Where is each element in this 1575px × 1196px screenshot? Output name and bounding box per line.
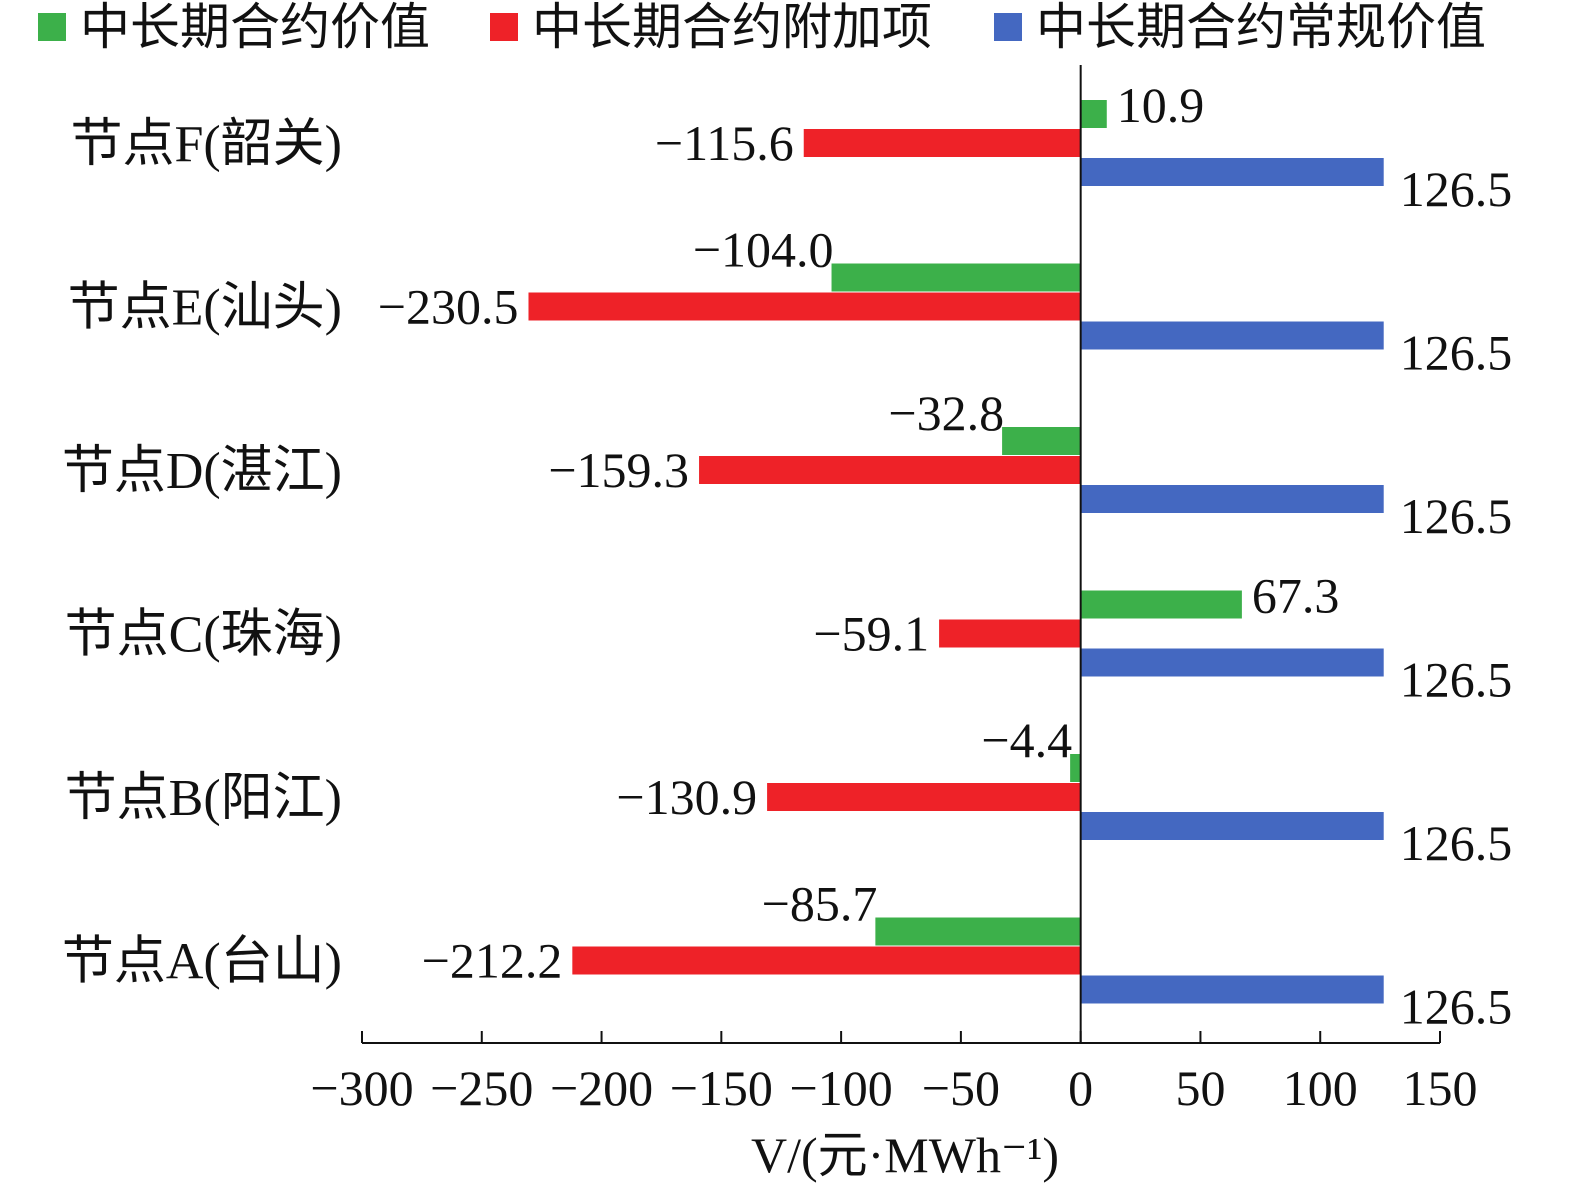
bar-s2-c1 bbox=[1080, 321, 1384, 350]
legend-swatch-0 bbox=[38, 13, 66, 41]
category-label-5: 节点A(台山) bbox=[62, 934, 342, 991]
x-tick-label-4: −100 bbox=[790, 1060, 893, 1116]
value-label-s0-c1: −104.0 bbox=[693, 222, 834, 278]
value-label-s1-c3: −59.1 bbox=[813, 606, 929, 662]
bars bbox=[528, 100, 1384, 1004]
bar-s0-c3 bbox=[1080, 590, 1242, 619]
bar-s1-c0 bbox=[803, 129, 1081, 157]
bar-s2-c4 bbox=[1080, 812, 1384, 840]
legend-label-2: 中长期合约常规价值 bbox=[1036, 0, 1486, 55]
value-label-s2-c2: 126.5 bbox=[1400, 488, 1513, 544]
legend-swatch-1 bbox=[490, 13, 518, 41]
bar-s2-c5 bbox=[1080, 975, 1384, 1004]
category-label-0: 节点F(韶关) bbox=[70, 116, 342, 173]
category-label-2: 节点D(湛江) bbox=[62, 443, 342, 500]
category-label-1: 节点E(汕头) bbox=[68, 280, 342, 337]
value-label-s2-c3: 126.5 bbox=[1400, 652, 1513, 708]
value-label-s1-c5: −212.2 bbox=[422, 933, 563, 989]
bar-s0-c2 bbox=[1002, 427, 1081, 455]
legend-swatch-2 bbox=[994, 13, 1022, 41]
category-label-3: 节点C(珠海) bbox=[65, 607, 342, 664]
bar-s0-c4 bbox=[1070, 754, 1081, 782]
value-label-s2-c0: 126.5 bbox=[1400, 161, 1513, 217]
x-ticks: −300 −250 −200 −150 −100 −50 0 50 100 150 bbox=[310, 1031, 1478, 1116]
value-label-s0-c0: 10.9 bbox=[1117, 77, 1205, 133]
legend-label-1: 中长期合约附加项 bbox=[532, 0, 932, 55]
x-axis-title: V/(元·MWh⁻¹) bbox=[751, 1127, 1059, 1183]
legend-label-0: 中长期合约价值 bbox=[80, 0, 430, 55]
x-tick-label-0: −300 bbox=[310, 1060, 413, 1116]
category-label-4: 节点B(阳江) bbox=[65, 770, 342, 827]
value-label-s0-c2: −32.8 bbox=[888, 385, 1004, 441]
bar-s1-c5 bbox=[572, 946, 1081, 975]
value-label-s2-c4: 126.5 bbox=[1400, 815, 1513, 871]
value-label-s0-c3: 67.3 bbox=[1252, 568, 1340, 624]
x-tick-label-6: 0 bbox=[1068, 1060, 1093, 1116]
x-tick-label-1: −250 bbox=[430, 1060, 533, 1116]
bar-s0-c0 bbox=[1080, 100, 1107, 128]
value-labels: 10.9 −104.0 −32.8 67.3 −4.4 −85.7 −115.6 −230.5… bbox=[378, 77, 1512, 1035]
x-tick-label-2: −200 bbox=[550, 1060, 653, 1116]
bar-s1-c1 bbox=[528, 292, 1081, 321]
bar-s2-c0 bbox=[1080, 158, 1384, 186]
value-label-s1-c4: −130.9 bbox=[616, 769, 757, 825]
x-tick-label-8: 100 bbox=[1283, 1060, 1358, 1116]
x-tick-label-5: −50 bbox=[922, 1060, 1000, 1116]
value-label-s0-c5: −85.7 bbox=[762, 876, 878, 932]
bar-s0-c5 bbox=[875, 917, 1081, 946]
value-label-s0-c4: −4.4 bbox=[981, 712, 1072, 768]
value-label-s2-c1: 126.5 bbox=[1400, 325, 1513, 381]
bar-s2-c2 bbox=[1080, 485, 1384, 513]
value-label-s1-c0: −115.6 bbox=[655, 115, 794, 171]
bar-s1-c4 bbox=[767, 783, 1081, 811]
bar-s0-c1 bbox=[831, 263, 1081, 292]
axes bbox=[362, 65, 1440, 1044]
bar-s2-c3 bbox=[1080, 648, 1384, 677]
category-labels: 节点F(韶关) 节点E(汕头) 节点D(湛江) 节点C(珠海) 节点B(阳江) 节点A(台… bbox=[62, 116, 342, 991]
x-tick-label-9: 150 bbox=[1403, 1060, 1478, 1116]
x-tick-label-3: −150 bbox=[670, 1060, 773, 1116]
value-label-s1-c1: −230.5 bbox=[378, 279, 519, 335]
value-label-s1-c2: −159.3 bbox=[548, 442, 689, 498]
x-tick-label-7: 50 bbox=[1175, 1060, 1225, 1116]
bar-s1-c3 bbox=[939, 619, 1081, 648]
bar-s1-c2 bbox=[699, 456, 1081, 484]
legend: 中长期合约价值 中长期合约附加项 中长期合约常规价值 bbox=[38, 0, 1486, 55]
value-label-s2-c5: 126.5 bbox=[1400, 979, 1513, 1035]
